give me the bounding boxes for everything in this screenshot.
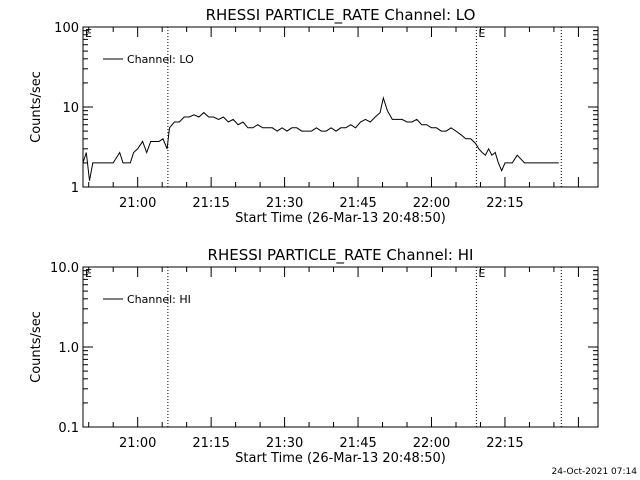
chart-1-xtick-label: 22:15	[486, 436, 523, 451]
chart-0-xtick-label: 21:30	[266, 196, 303, 211]
chart-1-xtick-label: 21:30	[266, 436, 303, 451]
chart-1-xtick-label: 21:00	[119, 436, 156, 451]
chart-1-ytick-label: 1.0	[58, 341, 79, 356]
chart-1-ytick-label: 10.0	[50, 261, 79, 276]
chart-1-ytick-label: 0.1	[58, 421, 79, 436]
chart-1-xtick-label: 21:45	[339, 436, 376, 451]
chart-1-xtick-label: 21:15	[192, 436, 229, 451]
chart-0-legend-label: Channel: LO	[127, 53, 194, 66]
chart-0-ytick-label: 10	[62, 101, 79, 116]
chart-0-xtick-label: 22:00	[413, 196, 450, 211]
chart-0-xtick-label: 21:45	[339, 196, 376, 211]
chart-1-title: RHESSI PARTICLE_RATE Channel: HI	[208, 246, 474, 265]
chart-1-annotation: E	[478, 267, 485, 280]
chart-1-xlabel: Start Time (26-Mar-13 20:48:50)	[235, 451, 446, 466]
chart-0-frame	[82, 26, 599, 188]
chart-0-title: RHESSI PARTICLE_RATE Channel: LO	[206, 6, 476, 25]
chart-1-legend-label: Channel: HI	[127, 293, 191, 306]
chart-0-xtick-label: 21:15	[192, 196, 229, 211]
chart-0-series-line	[82, 95, 559, 181]
chart-0-xtick-label: 21:00	[119, 196, 156, 211]
chart-0-ylabel: Counts/sec	[29, 71, 44, 143]
chart-0-annotation: E	[478, 27, 485, 40]
chart-1-ylabel: Counts/sec	[29, 311, 44, 383]
chart-0-xlabel: Start Time (26-Mar-13 20:48:50)	[235, 211, 446, 226]
chart-1-frame	[82, 266, 599, 428]
footer-timestamp: 24-Oct-2021 07:14	[552, 467, 638, 477]
chart-1-annotation: E	[85, 267, 92, 280]
chart-0-ytick-label: 1	[71, 181, 79, 196]
chart-0-annotation: E	[85, 27, 92, 40]
chart-1-xtick-label: 22:00	[413, 436, 450, 451]
chart-0-ytick-label: 100	[54, 21, 79, 36]
chart-0-xtick-label: 22:15	[486, 196, 523, 211]
